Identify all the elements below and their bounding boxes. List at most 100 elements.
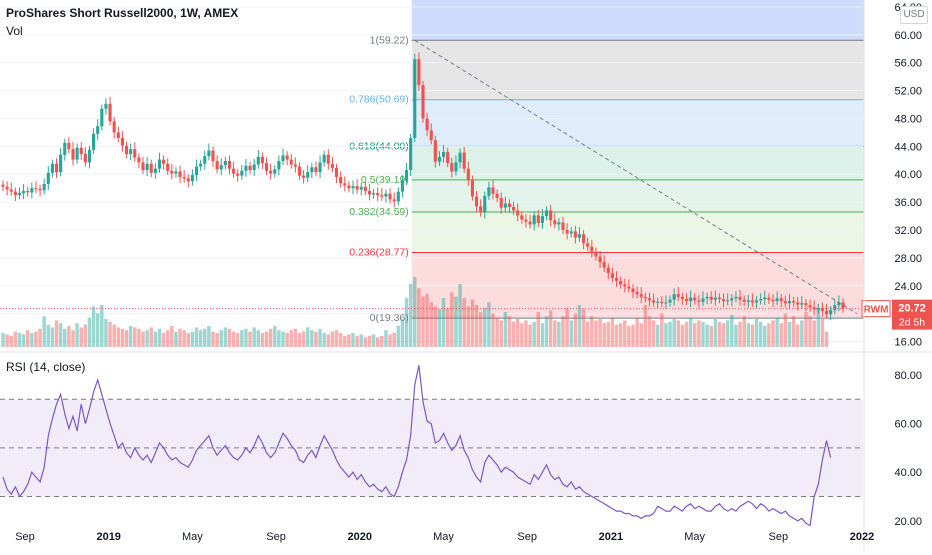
volume-bar <box>635 317 639 347</box>
volume-bar <box>721 323 726 347</box>
volume-bar <box>540 323 545 347</box>
candle-body <box>260 156 264 164</box>
volume-bar <box>273 326 277 347</box>
volume-bar <box>91 306 96 347</box>
volume-bar <box>758 321 763 347</box>
rsi-tick-label: 20.00 <box>894 516 922 528</box>
volume-bar <box>215 333 219 347</box>
candle-body <box>446 151 450 164</box>
volume-bar <box>277 330 281 347</box>
candle-body <box>742 299 746 302</box>
candle-body <box>166 163 170 171</box>
volume-bar <box>338 333 343 347</box>
volume-bar <box>54 320 59 347</box>
volume-bar <box>413 277 417 347</box>
volume-bar <box>112 324 116 347</box>
volume-bar <box>437 309 442 347</box>
candle-body <box>330 163 334 168</box>
volume-bar <box>787 321 792 347</box>
price-tick-label: 40.00 <box>894 169 922 181</box>
volume-bar <box>50 327 55 347</box>
price-axis: 64.0060.0056.0052.0048.0044.0040.0036.00… <box>861 2 932 349</box>
fib-level-label: 0(19.36) <box>370 312 409 324</box>
volume-bar <box>417 288 421 347</box>
time-tick-label: Sep <box>769 531 789 543</box>
symbol-title[interactable]: ProShares Short Russell2000, 1W, AMEX <box>6 6 238 20</box>
volume-bar <box>211 331 215 347</box>
candle-body <box>483 195 487 213</box>
candle-body <box>450 163 454 172</box>
candle-body <box>400 180 404 192</box>
volume-bar <box>660 313 664 347</box>
candle-body <box>713 297 717 300</box>
candle-body <box>647 298 652 301</box>
candle-body <box>507 203 512 207</box>
volume-bar <box>565 307 569 347</box>
volume-bar <box>804 312 808 347</box>
volume-bar <box>165 330 170 347</box>
candle-body <box>108 103 112 122</box>
candle-body <box>174 171 178 174</box>
candle-body <box>124 145 129 155</box>
price-grid <box>0 6 863 343</box>
fib-level-label: 0.5(39.19) <box>361 174 409 186</box>
volume-bar <box>38 328 42 347</box>
volume-bar <box>450 292 454 347</box>
currency-badge[interactable]: USD <box>900 6 928 24</box>
volume-bar <box>396 326 401 347</box>
price-tick-label: 16.00 <box>894 337 922 349</box>
volume-bar <box>153 331 158 347</box>
candle-body <box>322 154 326 163</box>
candle-body <box>194 166 199 175</box>
volume-bar <box>643 305 648 347</box>
candle-body <box>190 174 194 182</box>
candle-body <box>750 300 754 303</box>
candle-body <box>573 231 577 238</box>
time-tick-label: 2019 <box>96 531 120 543</box>
volume-bar <box>709 326 713 347</box>
candle-body <box>421 85 425 119</box>
volume-bar <box>42 316 46 347</box>
volume-bar <box>334 330 339 347</box>
volume-bar <box>149 327 153 347</box>
candle-body <box>586 243 590 247</box>
candle-body <box>269 170 273 174</box>
volume-bar <box>548 310 553 347</box>
volume-bar <box>157 328 162 347</box>
volume-bar <box>330 331 335 347</box>
candle-body <box>240 170 244 176</box>
candle-body <box>544 210 549 217</box>
volume-bar <box>231 331 236 347</box>
price-tick-label: 52.00 <box>894 86 922 98</box>
candle-body <box>594 251 598 257</box>
volume-bar <box>445 307 450 347</box>
candle-body <box>668 299 672 303</box>
volume-bar <box>170 326 174 347</box>
candle-body <box>635 292 639 295</box>
volume-indicator-label[interactable]: Vol <box>6 24 23 38</box>
volume-bar <box>767 323 771 347</box>
volume-bar <box>343 335 347 347</box>
time-tick-label: Sep <box>15 531 35 543</box>
candle-body <box>293 164 297 167</box>
trend-line <box>0 39 860 315</box>
price-tick-label: 28.00 <box>894 253 922 265</box>
candle-body <box>363 186 367 191</box>
volume-bar <box>466 306 471 347</box>
candle-body <box>639 294 643 297</box>
volume-bar <box>260 333 265 347</box>
volume-bar <box>487 302 491 347</box>
candle-body <box>812 307 816 310</box>
volume-bar <box>693 323 697 347</box>
volume-bar <box>58 323 63 347</box>
volume-bar <box>46 324 51 347</box>
time-tick-label: 2021 <box>599 531 623 543</box>
volume-bar <box>223 327 228 347</box>
fib-band <box>411 99 864 147</box>
rsi-indicator-label[interactable]: RSI (14, close) <box>6 360 86 374</box>
volume-bars <box>1 277 829 347</box>
candle-body <box>199 163 203 167</box>
candle-body <box>606 267 610 274</box>
candle-body <box>30 188 34 193</box>
